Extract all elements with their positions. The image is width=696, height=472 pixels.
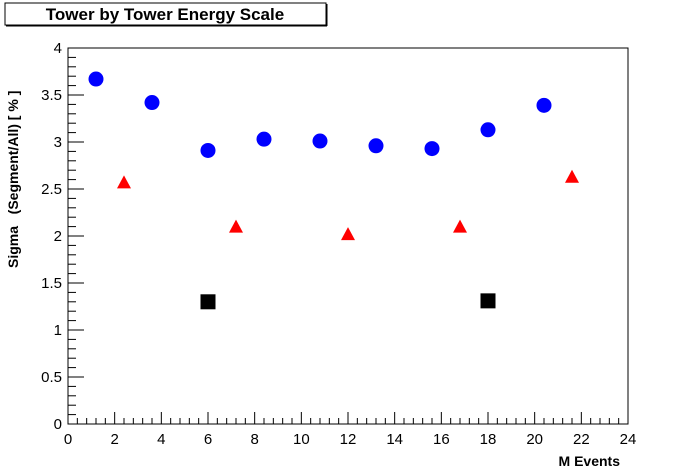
x-tick-label: 0 [64, 431, 72, 448]
chart-title: Tower by Tower Energy Scale [46, 5, 284, 24]
data-point-circle [368, 138, 384, 154]
data-point-triangle [341, 227, 355, 241]
data-point-triangle [453, 219, 467, 233]
data-point-square [480, 293, 496, 309]
data-point-circle [256, 131, 272, 147]
x-tick-label: 22 [573, 431, 590, 448]
data-point-circle [480, 122, 496, 138]
x-tick-label: 12 [340, 431, 357, 448]
y-axis: 0 0.5 1 1.5 2 2.5 3 3.5 4 [41, 40, 84, 433]
x-tick-label: 20 [526, 431, 543, 448]
data-point-circle [144, 95, 160, 111]
data-point-circle [312, 133, 328, 149]
x-tick-label: 6 [204, 431, 212, 448]
data-markers [88, 71, 579, 310]
data-point-square [200, 294, 216, 310]
x-tick-label: 2 [110, 431, 118, 448]
y-tick-label: 0.5 [41, 369, 62, 386]
y-tick-label: 4 [54, 40, 62, 57]
data-point-triangle [117, 175, 131, 189]
data-point-circle [424, 141, 440, 157]
x-tick-label: 10 [293, 431, 310, 448]
x-tick-label: 18 [480, 431, 497, 448]
x-axis: 0 2 4 6 8 10 12 14 16 18 20 22 24 [64, 412, 637, 448]
y-axis-title: Sigma (Segment/All) [ % ] [5, 91, 21, 268]
y-tick-label: 3 [54, 134, 62, 151]
y-tick-label: 0 [54, 416, 62, 433]
data-point-triangle [565, 169, 579, 183]
y-tick-label: 2.5 [41, 181, 62, 198]
data-point-circle [88, 71, 104, 87]
data-point-circle [536, 97, 552, 113]
x-axis-title: M Events [559, 453, 621, 469]
x-tick-label: 14 [386, 431, 403, 448]
x-tick-label: 24 [620, 431, 637, 448]
x-tick-label: 4 [157, 431, 165, 448]
data-point-triangle [229, 219, 243, 233]
x-tick-label: 16 [433, 431, 450, 448]
x-tick-label: 8 [250, 431, 258, 448]
y-tick-label: 1.5 [41, 275, 62, 292]
y-tick-label: 1 [54, 322, 62, 339]
y-tick-label: 3.5 [41, 87, 62, 104]
y-tick-label: 2 [54, 228, 62, 245]
chart-title-box: Tower by Tower Energy Scale [4, 2, 328, 27]
data-point-circle [200, 142, 216, 158]
